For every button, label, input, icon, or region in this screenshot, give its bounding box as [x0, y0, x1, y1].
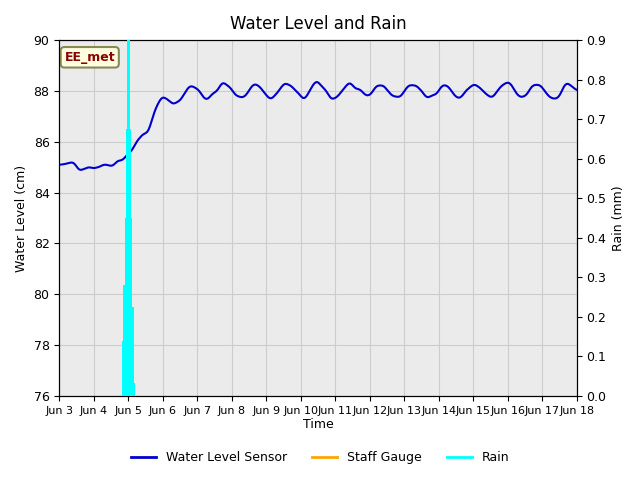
Bar: [125, 218, 127, 396]
Y-axis label: Rain (mm): Rain (mm): [612, 185, 625, 251]
Bar: [133, 383, 135, 396]
Y-axis label: Water Level (cm): Water Level (cm): [15, 165, 28, 272]
Bar: [126, 129, 128, 396]
Bar: [127, 40, 129, 396]
Bar: [123, 285, 125, 396]
Bar: [129, 129, 131, 396]
Title: Water Level and Rain: Water Level and Rain: [230, 15, 406, 33]
Legend: Water Level Sensor, Staff Gauge, Rain: Water Level Sensor, Staff Gauge, Rain: [125, 446, 515, 469]
Bar: [131, 218, 132, 396]
X-axis label: Time: Time: [303, 419, 333, 432]
Bar: [132, 307, 134, 396]
Text: EE_met: EE_met: [65, 51, 115, 64]
Bar: [122, 340, 124, 396]
